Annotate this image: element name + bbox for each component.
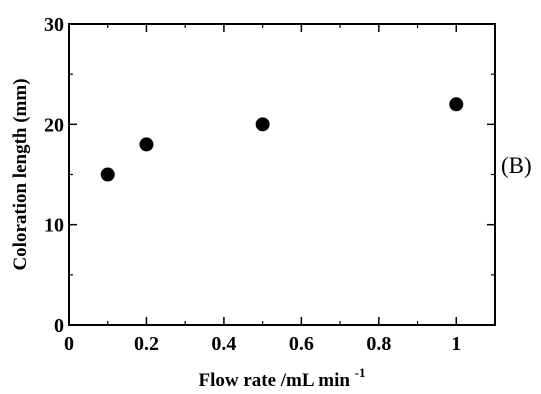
x-axis-label-text: Flow rate /mL min [198, 370, 350, 391]
y-tick-label: 0 [54, 315, 64, 337]
y-axis-label: Coloration length (mm) [10, 78, 31, 270]
x-tick-label: 1 [451, 333, 461, 355]
x-axis-label: Flow rate /mL min -1 [198, 365, 365, 391]
x-tick-label: 0.2 [134, 333, 159, 355]
x-tick-label: 0.6 [289, 333, 314, 355]
plot-frame [68, 23, 496, 326]
x-tick-labels: 0 0.2 0.4 0.6 0.8 1 [64, 333, 461, 355]
panel-label: (B) [501, 153, 532, 178]
data-point [255, 117, 270, 132]
y-tick-label: 10 [44, 215, 64, 237]
x-axis-label-superscript: -1 [355, 365, 366, 380]
data-points [100, 97, 464, 182]
y-tick-labels: 0 10 20 30 [44, 14, 64, 337]
y-tick-label: 20 [44, 114, 64, 136]
y-tick-label: 30 [44, 14, 64, 36]
x-tick-label: 0.4 [211, 333, 236, 355]
data-point [139, 137, 154, 152]
x-tick-label: 0.8 [366, 333, 391, 355]
x-tick-label: 0 [64, 333, 74, 355]
data-point [100, 167, 115, 182]
data-point [449, 97, 464, 112]
tick-marks [68, 23, 496, 326]
